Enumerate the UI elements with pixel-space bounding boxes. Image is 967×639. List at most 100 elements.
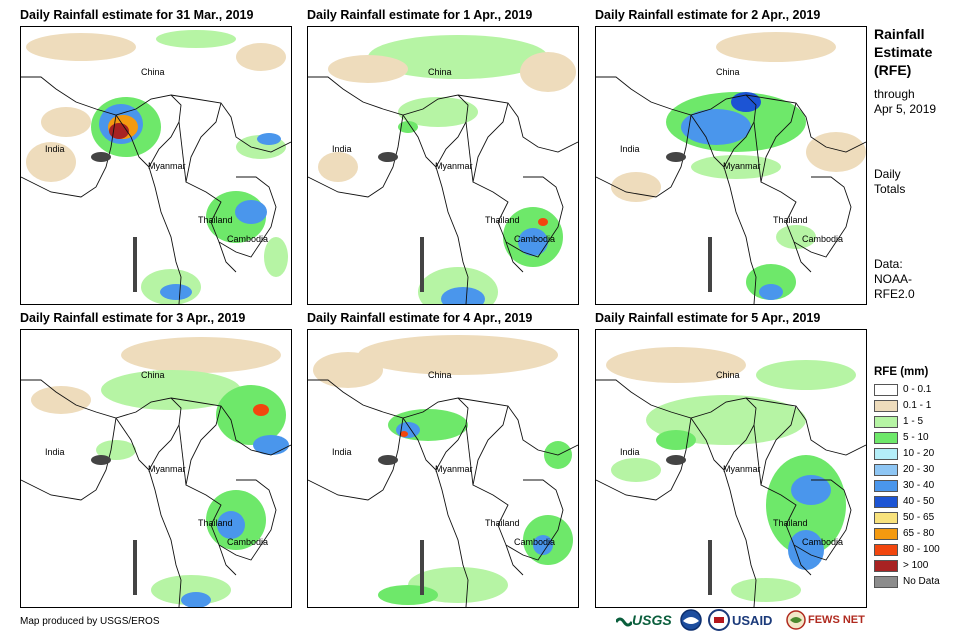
rainfall-overlay: [313, 335, 573, 605]
country-borders: [596, 76, 866, 304]
label-india: India: [332, 447, 352, 457]
legend-label: 0 - 0.1: [903, 384, 932, 395]
label-cambodia: Cambodia: [514, 234, 556, 244]
rainfall-map: China India Myanmar Thailand Cambodia: [20, 329, 292, 608]
map-panel-5: Daily Rainfall estimate for 4 Apr., 2019: [307, 311, 597, 611]
legend-title: RFE (mm): [874, 366, 929, 378]
rainfall-map: China India Myanmar Thailand Cambodia: [20, 26, 292, 305]
label-thailand: Thailand: [773, 215, 808, 225]
label-india: India: [620, 447, 640, 457]
legend-label: 65 - 80: [903, 528, 935, 539]
rfe-title-line: Rainfall: [874, 26, 925, 42]
rainfall-overlay: [318, 35, 576, 304]
legend-label: 0.1 - 1: [903, 400, 932, 411]
label-china: China: [141, 370, 165, 380]
rfe-title: Rainfall Estimate (RFE): [874, 25, 932, 79]
data-line: Data:: [874, 257, 903, 271]
legend-swatch: [874, 576, 898, 588]
legend-swatch: [874, 448, 898, 460]
rfe-title-line: (RFE): [874, 62, 912, 78]
rainfall-map: China India Myanmar Thailand Cambodia: [595, 329, 867, 608]
data-line: RFE2.0: [874, 287, 915, 301]
label-thailand: Thailand: [485, 215, 520, 225]
map-graphic: [308, 35, 578, 304]
logo-strip: USGS USAID FEWS NET: [616, 606, 866, 636]
label-india: India: [332, 144, 352, 154]
rainfall-overlay: [26, 30, 288, 304]
fewsnet-logo: FEWS NET: [786, 606, 866, 634]
panel-title: Daily Rainfall estimate for 2 Apr., 2019: [595, 8, 821, 22]
through-value: Apr 5, 2019: [874, 102, 937, 116]
legend-swatch: [874, 544, 898, 556]
rainfall-overlay: [611, 32, 866, 300]
noaa-seal: [680, 606, 704, 634]
legend-label: 80 - 100: [903, 544, 940, 555]
data-source: Data: NOAA- RFE2.0: [874, 257, 915, 302]
legend-label: 50 - 65: [903, 512, 935, 523]
usgs-text: USGS: [632, 612, 672, 628]
usaid-logo: USAID: [708, 606, 784, 634]
usaid-text: USAID: [732, 612, 773, 628]
legend-swatch: [874, 400, 898, 412]
fewsnet-globe-icon: [786, 610, 806, 630]
map-panel-6: Daily Rainfall estimate for 5 Apr., 2019: [595, 311, 885, 611]
label-myanmar: Myanmar: [723, 464, 761, 474]
legend-label: 1 - 5: [903, 416, 924, 427]
legend-swatch: [874, 384, 898, 396]
country-borders: [596, 379, 866, 607]
label-china: China: [716, 67, 740, 77]
label-cambodia: Cambodia: [514, 537, 556, 547]
legend-swatch: [874, 480, 898, 492]
map-graphic: [21, 30, 291, 304]
map-graphic: [308, 335, 578, 607]
legend-swatch: [874, 496, 898, 508]
rainfall-map: China India Myanmar Thailand Cambodia: [307, 329, 579, 608]
label-china: China: [428, 67, 452, 77]
rfe-title-line: Estimate: [874, 44, 933, 60]
label-thailand: Thailand: [198, 215, 233, 225]
totals-note: Daily Totals: [874, 167, 905, 197]
label-china: China: [141, 67, 165, 77]
legend-label: 10 - 20: [903, 448, 935, 459]
rainfall-overlay: [606, 347, 856, 602]
label-thailand: Thailand: [773, 518, 808, 528]
map-credit: Map produced by USGS/EROS: [20, 616, 160, 627]
label-india: India: [620, 144, 640, 154]
dark-coast-marks: [666, 455, 712, 595]
country-borders: [308, 379, 578, 607]
legend-label: No Data: [903, 576, 940, 587]
map-panel-2: Daily Rainfall estimate for 1 Apr., 2019: [307, 8, 597, 308]
label-cambodia: Cambodia: [227, 234, 269, 244]
noaa-seal-icon: [680, 609, 702, 631]
fewsnet-text: FEWS NET: [808, 614, 865, 626]
totals-line: Daily: [874, 167, 901, 181]
legend-swatch: [874, 512, 898, 524]
panel-title: Daily Rainfall estimate for 3 Apr., 2019: [20, 311, 246, 325]
label-myanmar: Myanmar: [723, 161, 761, 171]
legend-swatch: [874, 432, 898, 444]
map-graphic: [21, 337, 291, 607]
label-thailand: Thailand: [485, 518, 520, 528]
through-date: through Apr 5, 2019: [874, 87, 936, 117]
dark-coast-marks: [91, 455, 137, 595]
legend-swatch: [874, 528, 898, 540]
label-china: China: [428, 370, 452, 380]
country-borders: [21, 379, 291, 607]
legend-label: 30 - 40: [903, 480, 935, 491]
legend-swatch: [874, 560, 898, 572]
label-myanmar: Myanmar: [148, 464, 186, 474]
dark-coast-marks: [378, 152, 424, 292]
map-panel-1: Daily Rainfall estimate for 31 Mar., 201…: [20, 8, 310, 308]
map-panel-3: Daily Rainfall estimate for 2 Apr., 2019: [595, 8, 885, 308]
legend-swatch: [874, 416, 898, 428]
panel-title: Daily Rainfall estimate for 1 Apr., 2019: [307, 8, 533, 22]
usaid-seal-icon: [708, 609, 730, 631]
label-myanmar: Myanmar: [148, 161, 186, 171]
country-borders: [308, 76, 578, 304]
map-graphic: [596, 32, 866, 304]
legend-label: 20 - 30: [903, 464, 935, 475]
label-myanmar: Myanmar: [435, 464, 473, 474]
rainfall-map: China India Myanmar Thailand Cambodia: [595, 26, 867, 305]
label-cambodia: Cambodia: [802, 234, 844, 244]
label-cambodia: Cambodia: [227, 537, 269, 547]
